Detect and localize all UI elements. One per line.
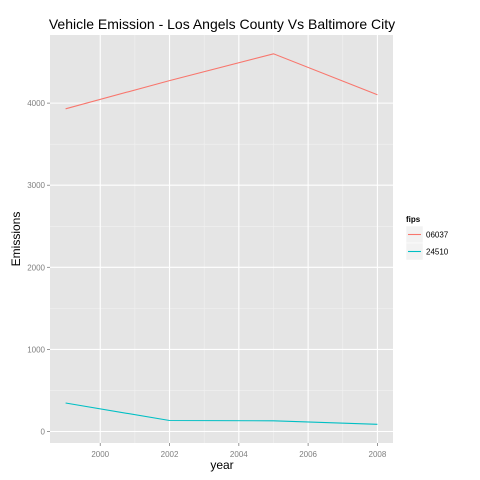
- x-tick-label: 2008: [369, 450, 387, 459]
- legend-title: fips: [406, 215, 421, 224]
- legend-label: 06037: [426, 231, 449, 240]
- x-axis-title: year: [210, 458, 233, 472]
- chart-title: Vehicle Emission - Los Angels County Vs …: [49, 16, 395, 32]
- y-tick-label: 4000: [27, 99, 45, 108]
- y-axis: 0 1000 2000 3000 4000: [27, 99, 50, 436]
- y-tick-label: 2000: [27, 263, 45, 272]
- y-tick-label: 0: [41, 428, 46, 437]
- legend: fips 06037 24510: [406, 215, 449, 260]
- y-tick-label: 3000: [27, 181, 45, 190]
- y-tick-label: 1000: [27, 345, 45, 354]
- plot-panel: [50, 35, 393, 443]
- x-tick-label: 2000: [91, 450, 109, 459]
- x-tick-label: 2006: [299, 450, 317, 459]
- x-tick-label: 2002: [161, 450, 179, 459]
- x-axis: 2000 2002 2004 2006 2008: [91, 443, 387, 459]
- y-axis-title: Emissions: [9, 212, 23, 267]
- legend-label: 24510: [426, 248, 449, 257]
